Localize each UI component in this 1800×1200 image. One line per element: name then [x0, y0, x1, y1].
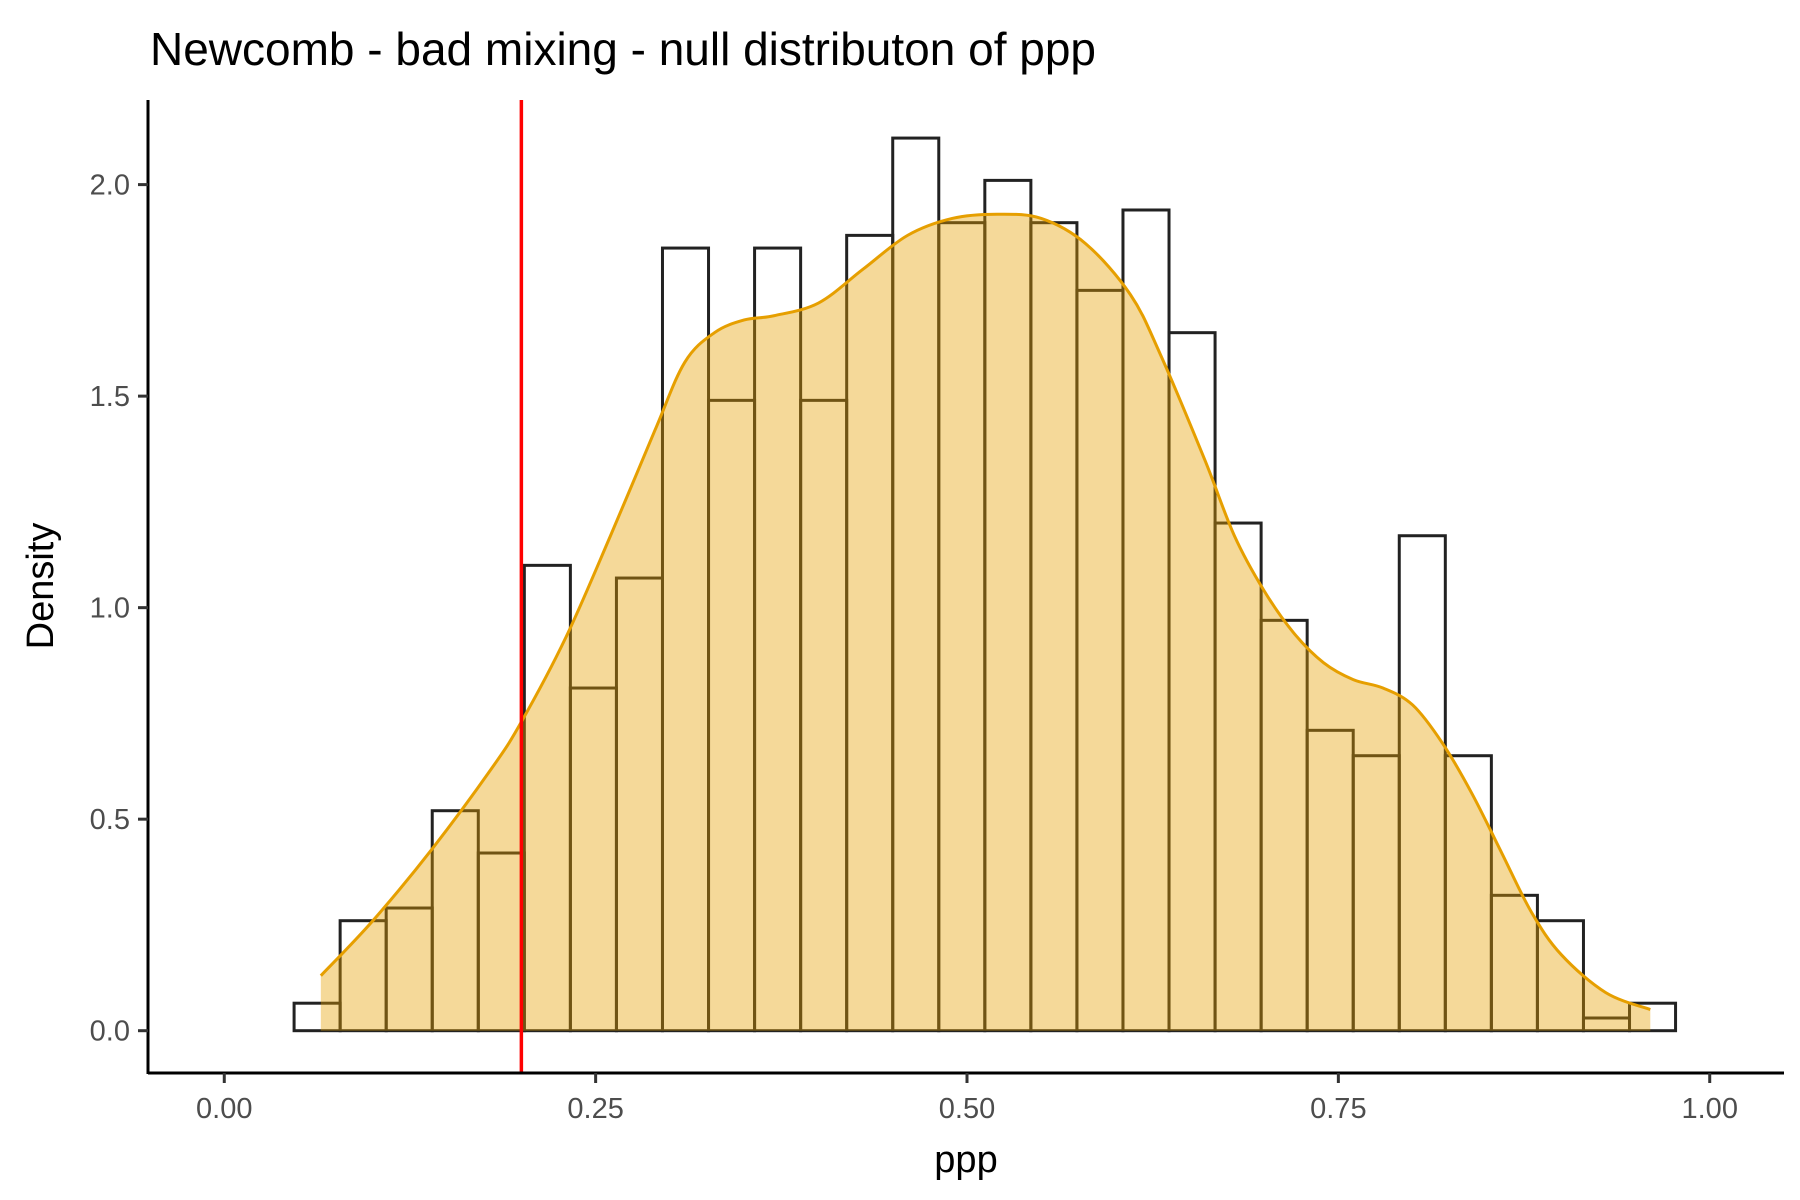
y-tick-label: 1.5 [90, 381, 130, 413]
chart-title: Newcomb - bad mixing - null distributon … [150, 23, 1096, 75]
density-area [320, 214, 1651, 1031]
density-curve [319, 212, 1651, 1011]
x-tick-label: 0.25 [567, 1093, 623, 1125]
y-axis-ticks: 0.0 0.5 1.0 1.5 2.0 [90, 170, 148, 1048]
x-tick-label: 0.50 [939, 1093, 995, 1125]
histogram-bars [292, 136, 1678, 1033]
x-tick-label: 0.00 [196, 1093, 252, 1125]
y-axis-title: Density [20, 523, 62, 650]
histogram-bar [1628, 1001, 1678, 1033]
x-axis-ticks: 0.00 0.25 0.50 0.75 1.00 [196, 1073, 1738, 1125]
y-tick-label: 2.0 [90, 170, 130, 202]
x-tick-label: 1.00 [1682, 1093, 1738, 1125]
x-axis-title: ppp [934, 1139, 997, 1181]
x-tick-label: 0.75 [1310, 1093, 1366, 1125]
y-tick-label: 0.0 [90, 1016, 130, 1048]
y-tick-label: 1.0 [90, 593, 130, 625]
plot-area [292, 100, 1678, 1073]
y-tick-label: 0.5 [90, 804, 130, 836]
histogram-bar [1443, 754, 1493, 1033]
